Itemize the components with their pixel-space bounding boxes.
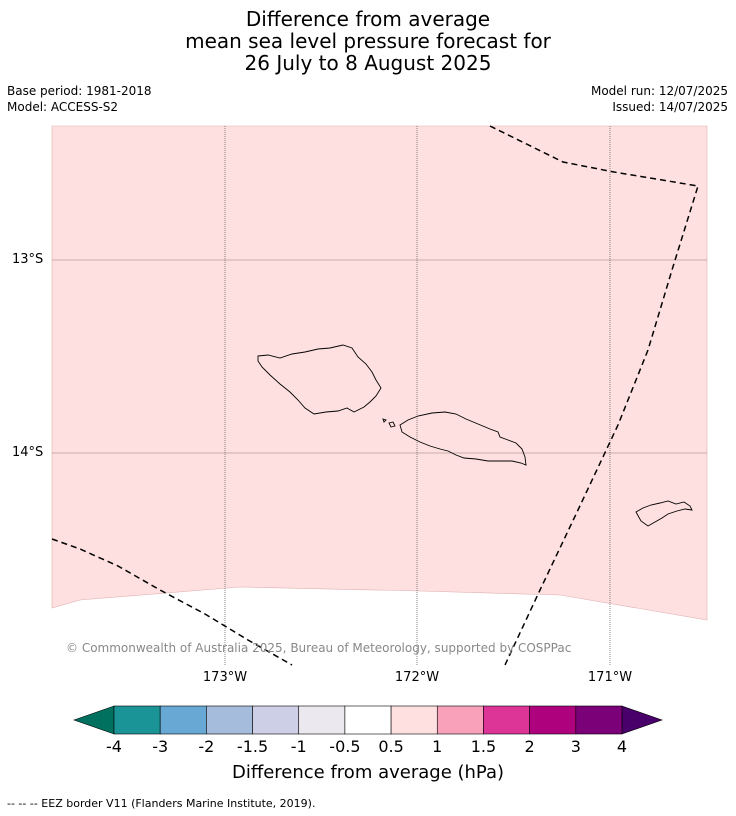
- colorbar-tick-label: 1: [432, 737, 443, 756]
- colorbar-segment: [575, 705, 623, 735]
- eez-border-southwest: [51, 538, 293, 666]
- map-panel: [51, 125, 708, 666]
- colorbar-tick-label: -3: [152, 737, 169, 756]
- colorbar-segment: [298, 705, 346, 735]
- colorbar-tick-label: 3: [570, 737, 581, 756]
- model-label: Model: ACCESS-S2: [7, 100, 119, 114]
- title-line-1: Difference from average: [245, 7, 491, 31]
- colorbar-title: Difference from average (hPa): [231, 762, 505, 783]
- meta-left: Base period: 1981-2018 Model: ACCESS-S2: [7, 83, 152, 115]
- lat-label-13s: 13°S: [12, 252, 44, 267]
- eez-borders: [51, 125, 699, 666]
- colorbar-tick-label: 2: [524, 737, 535, 756]
- colorbar-segment: [252, 705, 300, 735]
- copyright-notice: © Commonwealth of Australia 2025, Bureau…: [66, 641, 572, 655]
- colorbar-tick-label: 4: [616, 737, 628, 756]
- colorbar-segment: [206, 705, 253, 735]
- colorbar-tick-label: -2: [198, 737, 215, 756]
- model-run-label: Model run: 12/07/2025: [590, 84, 728, 98]
- upolu-island: [399, 411, 527, 466]
- colorbar-segment: [159, 705, 207, 735]
- issued-label: Issued: 14/07/2025: [612, 100, 728, 114]
- anomaly-fill-region: [51, 125, 708, 621]
- colorbar-under-arrow: [73, 705, 115, 735]
- tutuila-island: [635, 500, 693, 527]
- colorbar-segment: [113, 705, 161, 735]
- colorbar-segment: [529, 705, 577, 735]
- lon-label-172w: 172°W: [394, 670, 440, 685]
- colorbar-tick-label: 0.5: [378, 737, 404, 756]
- colorbar: [73, 705, 663, 735]
- apolima-islet: [382, 418, 387, 423]
- coastlines: [257, 344, 693, 527]
- title-line-2: mean sea level pressure forecast for: [185, 29, 551, 53]
- base-period-label: Base period: 1981-2018: [7, 84, 152, 98]
- eez-footnote: -- -- -- EEZ border V11 (Flanders Marine…: [7, 797, 316, 810]
- colorbar-over-arrow: [621, 705, 663, 735]
- colorbar-tick-label: -4: [106, 737, 122, 756]
- chart-title: Difference from average mean sea level p…: [0, 8, 736, 74]
- meta-right: Model run: 12/07/2025 Issued: 14/07/2025: [591, 83, 728, 115]
- colorbar-segment: [390, 705, 438, 735]
- colorbar-segment: [344, 705, 392, 735]
- gridlines: [52, 126, 707, 665]
- savaii-island: [257, 344, 382, 415]
- title-line-3: 26 July to 8 August 2025: [244, 51, 492, 75]
- colorbar-tick-label: -0.5: [329, 737, 361, 756]
- colorbar-tick-label: -1: [290, 737, 307, 756]
- colorbar-segment: [483, 705, 530, 735]
- colorbar-tick-label: -1.5: [236, 737, 269, 756]
- manono-islet: [388, 421, 396, 428]
- lon-label-173w: 173°W: [202, 670, 248, 685]
- lat-label-14s: 14°S: [12, 445, 44, 460]
- lon-label-171w: 171°W: [587, 670, 633, 685]
- colorbar-segment: [436, 705, 484, 735]
- colorbar-tick-label: 1.5: [470, 737, 497, 756]
